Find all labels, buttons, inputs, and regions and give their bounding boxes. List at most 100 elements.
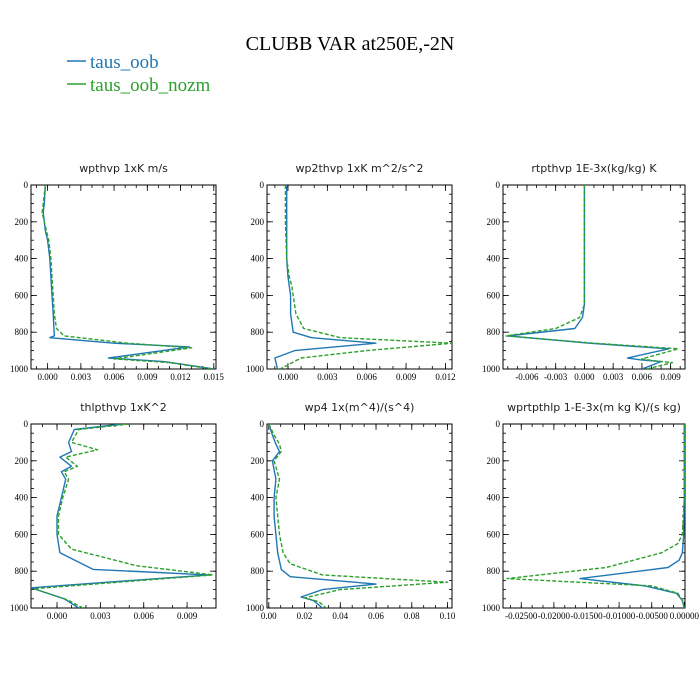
panel-4: thlpthvp 1xK^2 0 200 400 600 800 1000 0.000 0.00…: [10, 401, 217, 621]
series-line-taus-oob: [274, 185, 377, 369]
x-tick-label: 0.02: [297, 611, 313, 621]
x-tick-label: -0.02500: [505, 611, 538, 621]
y-tick-label: 400: [15, 493, 29, 503]
y-tick-label: 200: [487, 217, 501, 227]
series-line-taus-oob-nozm: [505, 185, 679, 369]
x-tick-label: 0.003: [317, 372, 338, 382]
x-tick-label: -0.00500: [636, 611, 669, 621]
y-tick-label: 400: [487, 493, 501, 503]
y-tick-label: 0: [24, 419, 29, 429]
series-line-taus-oob-nozm: [41, 185, 212, 369]
x-tick-label: 0.009: [661, 372, 682, 382]
x-tick-label: 0.009: [137, 372, 158, 382]
x-tick-label: 0.00000: [670, 611, 700, 621]
x-tick-label: 0.003: [603, 372, 624, 382]
series-line-taus-oob: [507, 185, 670, 369]
y-tick-label: 0: [496, 180, 501, 190]
plot-frame: [502, 184, 686, 370]
panel-title: thlpthvp 1xK^2: [80, 401, 167, 414]
x-tick-label: 0.006: [357, 372, 378, 382]
x-tick-label: 0.006: [632, 372, 653, 382]
y-tick-label: 800: [251, 327, 265, 337]
x-tick-label: -0.01500: [570, 611, 603, 621]
y-tick-label: 800: [251, 566, 265, 576]
y-tick-label: 200: [15, 456, 29, 466]
panel-title: wpthvp 1xK m/s: [79, 162, 168, 175]
x-tick-label: 0.003: [90, 611, 111, 621]
x-tick-label: -0.01000: [603, 611, 636, 621]
y-tick-label: 200: [487, 456, 501, 466]
legend: taus_oob taus_oob_nozm: [67, 52, 211, 96]
legend-label-taus-oob-nozm: taus_oob_nozm: [90, 75, 211, 96]
series-line-taus-oob: [42, 185, 214, 369]
panel-6: wprtpthlp 1-E-3x(m kg K)/(s kg) 0 200 400 60…: [482, 401, 699, 621]
x-tick-label: 0.06: [368, 611, 384, 621]
panel-title: wp4 1x(m^4)/(s^4): [305, 401, 415, 414]
series-line-taus-oob-nozm: [506, 424, 685, 608]
x-tick-label: 0.000: [278, 372, 299, 382]
x-tick-label: 0.10: [440, 611, 456, 621]
panel-title: wp2thvp 1xK m^2/s^2: [295, 162, 423, 175]
y-tick-label: 600: [251, 290, 265, 300]
y-tick-label: 0: [496, 419, 501, 429]
x-tick-label: 0.04: [332, 611, 348, 621]
y-tick-label: 600: [487, 290, 501, 300]
x-tick-label: 0.006: [104, 372, 125, 382]
x-tick-label: 0.012: [435, 372, 455, 382]
plot-frame: [30, 184, 217, 370]
y-tick-label: 600: [251, 529, 265, 539]
panel-title: wprtpthlp 1-E-3x(m kg K)/(s kg): [507, 401, 681, 414]
series-line-taus-oob-nozm: [268, 424, 449, 608]
y-tick-label: 1000: [482, 603, 501, 613]
series-line-taus-oob: [579, 424, 685, 608]
y-tick-label: 200: [15, 217, 29, 227]
panel-title: rtpthvp 1E-3x(kg/kg) K: [531, 162, 657, 175]
x-tick-label: 0.009: [396, 372, 417, 382]
x-tick-label: 0.012: [170, 372, 190, 382]
y-tick-label: 0: [24, 180, 29, 190]
x-tick-label: 0.000: [574, 372, 595, 382]
y-tick-label: 0: [260, 180, 265, 190]
y-tick-label: 400: [251, 493, 265, 503]
legend-label-taus-oob: taus_oob: [90, 52, 159, 73]
y-tick-label: 1000: [246, 364, 265, 374]
y-tick-label: 0: [260, 419, 265, 429]
series-line-taus-oob-nozm: [33, 424, 214, 608]
x-tick-label: 0.08: [404, 611, 420, 621]
y-tick-label: 1000: [246, 603, 265, 613]
y-tick-label: 400: [15, 254, 29, 264]
y-tick-label: 600: [15, 290, 29, 300]
x-tick-label: -0.02000: [538, 611, 571, 621]
y-tick-label: 1000: [10, 364, 29, 374]
series-line-taus-oob-nozm: [279, 185, 452, 369]
series-line-taus-oob: [31, 424, 210, 608]
x-tick-label: 0.000: [47, 611, 68, 621]
y-tick-label: 200: [251, 217, 265, 227]
y-tick-label: 400: [487, 254, 501, 264]
y-tick-label: 800: [487, 566, 501, 576]
x-tick-label: 0.000: [37, 372, 58, 382]
x-tick-label: 0.009: [177, 611, 198, 621]
y-tick-label: 600: [487, 529, 501, 539]
x-tick-label: -0.003: [544, 372, 568, 382]
x-tick-label: -0.006: [515, 372, 539, 382]
series-line-taus-oob: [268, 424, 377, 608]
x-tick-label: 0.006: [134, 611, 155, 621]
y-tick-label: 1000: [482, 364, 501, 374]
y-tick-label: 800: [15, 327, 29, 337]
panel-3: rtpthvp 1E-3x(kg/kg) K 0 200 400 600 800 1000 -…: [482, 162, 686, 382]
panel-2: wp2thvp 1xK m^2/s^2 0 200 400 600 800 1000 0.00…: [246, 162, 456, 382]
y-tick-label: 800: [15, 566, 29, 576]
x-tick-label: 0.015: [204, 372, 225, 382]
panel-1: wpthvp 1xK m/s 0 200 400 600 800 1000 0.000 0.00…: [10, 162, 224, 382]
y-tick-label: 800: [487, 327, 501, 337]
y-tick-label: 600: [15, 529, 29, 539]
y-tick-label: 1000: [10, 603, 29, 613]
x-tick-label: 0.003: [71, 372, 92, 382]
x-tick-label: 0.00: [261, 611, 277, 621]
figure-title: CLUBB VAR at250E,-2N: [246, 33, 455, 55]
y-tick-label: 400: [251, 254, 265, 264]
